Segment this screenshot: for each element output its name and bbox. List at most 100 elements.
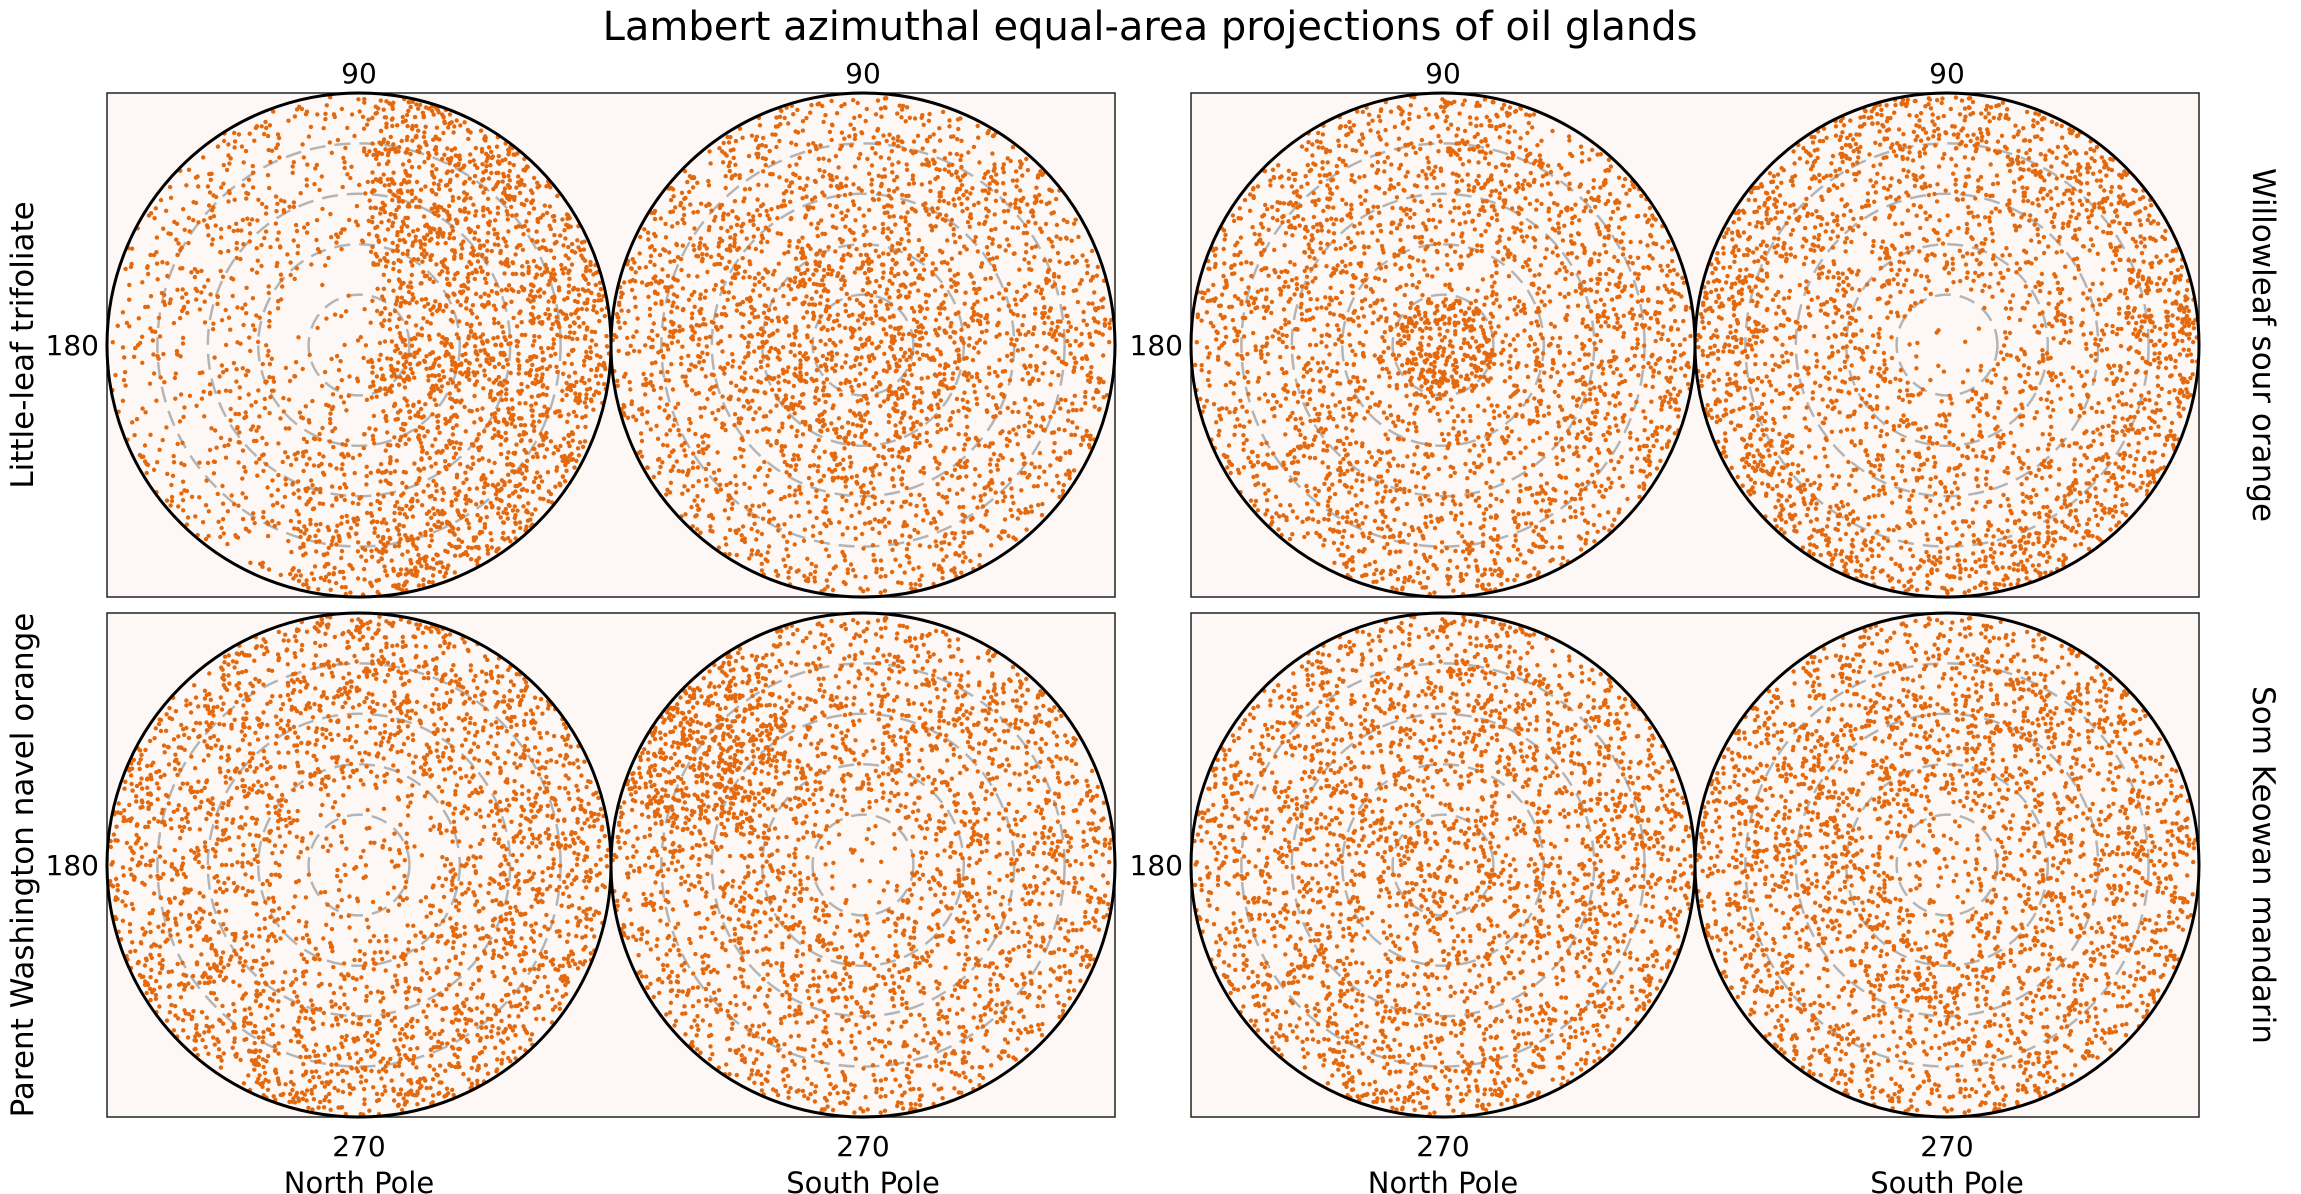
point bbox=[431, 506, 436, 511]
point bbox=[462, 163, 467, 168]
point bbox=[1016, 508, 1021, 513]
point bbox=[685, 179, 690, 185]
point bbox=[370, 244, 375, 250]
point bbox=[755, 549, 761, 554]
point bbox=[804, 371, 809, 377]
point bbox=[514, 185, 519, 190]
point bbox=[395, 123, 400, 128]
point bbox=[589, 290, 594, 296]
point bbox=[925, 375, 930, 380]
grid-circle bbox=[156, 142, 562, 548]
point bbox=[1056, 373, 1061, 378]
point bbox=[517, 401, 522, 406]
point bbox=[399, 225, 404, 230]
point bbox=[249, 267, 255, 272]
point bbox=[634, 329, 639, 334]
point bbox=[407, 301, 412, 306]
point bbox=[1005, 405, 1010, 411]
point bbox=[865, 490, 871, 495]
point bbox=[797, 350, 803, 356]
point bbox=[369, 513, 375, 518]
point bbox=[431, 112, 436, 117]
point bbox=[420, 426, 426, 431]
point bbox=[384, 258, 389, 264]
point bbox=[1079, 331, 1084, 337]
point bbox=[260, 560, 266, 565]
point bbox=[444, 276, 450, 282]
point bbox=[257, 414, 262, 419]
point bbox=[391, 142, 396, 147]
point bbox=[247, 335, 252, 340]
point bbox=[313, 522, 319, 527]
point bbox=[232, 130, 237, 136]
point bbox=[454, 118, 459, 123]
point bbox=[718, 487, 724, 492]
point bbox=[461, 480, 466, 485]
point bbox=[880, 499, 885, 505]
point bbox=[472, 420, 477, 425]
point bbox=[403, 215, 408, 221]
point bbox=[579, 306, 585, 312]
point bbox=[883, 573, 888, 579]
point bbox=[872, 290, 878, 295]
point bbox=[997, 357, 1002, 363]
point bbox=[526, 228, 531, 233]
point bbox=[317, 187, 322, 193]
point bbox=[879, 566, 884, 572]
point bbox=[697, 308, 702, 314]
point bbox=[913, 209, 918, 214]
point bbox=[845, 420, 851, 425]
point bbox=[915, 133, 921, 138]
point bbox=[295, 243, 301, 249]
point bbox=[639, 454, 645, 459]
point bbox=[1025, 371, 1031, 376]
point bbox=[698, 530, 703, 535]
point bbox=[511, 315, 516, 321]
point bbox=[434, 402, 439, 408]
point bbox=[436, 186, 442, 192]
point bbox=[517, 363, 522, 368]
point bbox=[504, 455, 510, 461]
point bbox=[393, 503, 398, 509]
point bbox=[857, 113, 862, 119]
point bbox=[324, 103, 329, 108]
point bbox=[288, 518, 294, 524]
point bbox=[392, 402, 397, 408]
point bbox=[906, 238, 911, 244]
point bbox=[807, 427, 813, 432]
point bbox=[249, 403, 254, 408]
point bbox=[179, 491, 184, 496]
point bbox=[975, 123, 980, 129]
point bbox=[1081, 318, 1086, 323]
point bbox=[243, 148, 249, 154]
point bbox=[903, 119, 908, 124]
point bbox=[602, 364, 607, 370]
point bbox=[462, 508, 468, 513]
point bbox=[510, 260, 515, 265]
point bbox=[1024, 230, 1030, 236]
point bbox=[306, 418, 311, 423]
point bbox=[254, 460, 259, 465]
point bbox=[737, 446, 743, 451]
point bbox=[343, 591, 348, 597]
point bbox=[281, 409, 286, 414]
point bbox=[384, 125, 389, 130]
point bbox=[451, 455, 457, 460]
point bbox=[127, 324, 132, 329]
point bbox=[302, 225, 307, 230]
point bbox=[429, 515, 434, 520]
point bbox=[886, 188, 892, 193]
point bbox=[448, 377, 453, 382]
point bbox=[680, 344, 685, 349]
point bbox=[824, 377, 830, 382]
point bbox=[266, 147, 271, 153]
point bbox=[1000, 490, 1006, 495]
point bbox=[1013, 169, 1019, 174]
point bbox=[823, 342, 828, 347]
point bbox=[946, 163, 952, 168]
point bbox=[447, 216, 452, 221]
point bbox=[692, 304, 697, 309]
point bbox=[1025, 167, 1031, 173]
point bbox=[583, 277, 589, 282]
point bbox=[384, 521, 389, 526]
